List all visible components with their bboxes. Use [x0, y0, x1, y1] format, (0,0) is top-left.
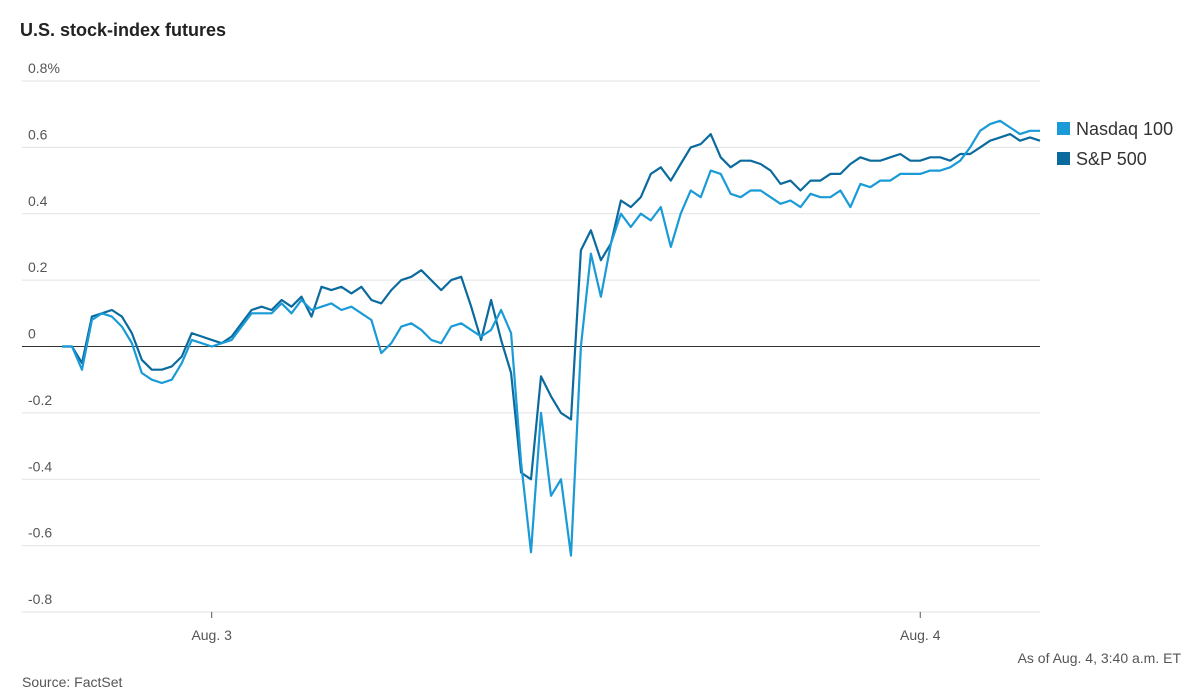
y-tick-label: 0.4: [28, 193, 48, 209]
x-tick-label: Aug. 4: [900, 627, 941, 643]
y-tick-label: 0.8%: [28, 60, 60, 76]
y-tick-label: -0.4: [28, 458, 52, 474]
legend-label: S&P 500: [1076, 149, 1147, 169]
source: Source: FactSet: [22, 674, 122, 690]
y-tick-label: 0: [28, 326, 36, 342]
y-tick-label: -0.8: [28, 591, 52, 607]
y-tick-label: 0.2: [28, 259, 48, 275]
y-tick-label: 0.6: [28, 126, 48, 142]
legend-swatch: [1057, 152, 1070, 165]
x-tick-label: Aug. 3: [191, 627, 232, 643]
chart-title: U.S. stock-index futures: [20, 20, 226, 40]
legend-label: Nasdaq 100: [1076, 119, 1173, 139]
series-line: [62, 133, 1041, 481]
y-tick-label: -0.2: [28, 392, 52, 408]
series-line: [62, 119, 1040, 557]
y-tick-label: -0.6: [28, 525, 52, 541]
legend-swatch: [1057, 122, 1070, 135]
note: As of Aug. 4, 3:40 a.m. ET: [1018, 650, 1182, 666]
